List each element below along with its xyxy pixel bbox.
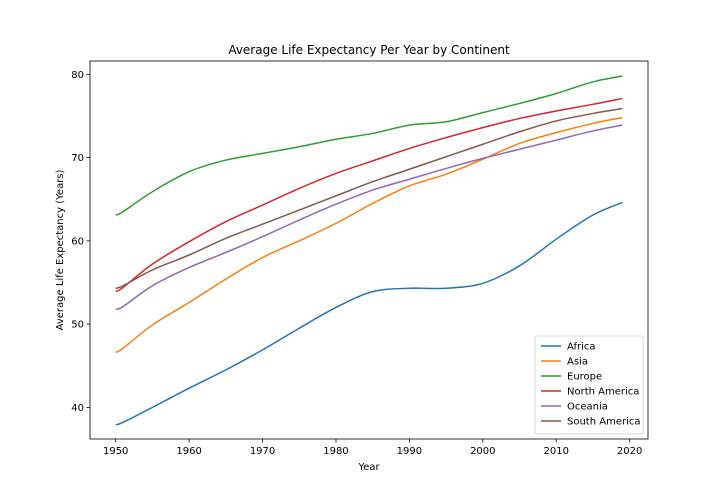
legend: Africa Asia Europe North America Oceania Sout…: [534, 335, 644, 435]
legend-entry: Africa: [567, 342, 596, 353]
series-line-south-america: [115, 107, 623, 290]
x-tick-label: 1960: [176, 446, 201, 457]
series-line-north-america: [115, 97, 623, 293]
series-line-africa: [115, 201, 623, 426]
y-tick-label: 50: [71, 320, 84, 331]
x-tick-label: 2000: [470, 446, 495, 457]
y-axis-label: Average Life Expectancy (Years): [55, 169, 66, 330]
legend-entry: North America: [567, 387, 639, 398]
x-tick-label: 1980: [323, 446, 348, 457]
y-tick-label: 80: [71, 70, 84, 81]
x-tick-label: 1990: [397, 446, 422, 457]
legend-entry: Europe: [567, 372, 602, 383]
y-tick-label: 40: [71, 403, 84, 414]
x-axis-label: Year: [357, 462, 380, 473]
series-lines: [115, 75, 623, 426]
y-tick-label: 70: [71, 153, 84, 164]
x-tick-label: 2020: [617, 446, 642, 457]
y-tick-label: 60: [71, 236, 84, 247]
series-line-asia: [115, 116, 623, 354]
plot-frame: [89, 60, 649, 440]
legend-entry: Asia: [567, 357, 588, 368]
x-tick-label: 2010: [543, 446, 568, 457]
x-tick-label: 1950: [103, 446, 128, 457]
series-line-europe: [115, 75, 623, 216]
legend-entry: South America: [567, 417, 641, 428]
chart-title: Average Life Expectancy Per Year by Cont…: [228, 43, 510, 57]
series-line-oceania: [115, 124, 623, 310]
x-axis: 1950 1960 1970 1980 1990 2000 2010 2020: [103, 439, 642, 457]
legend-entry: Oceania: [567, 402, 608, 413]
x-tick-label: 1970: [250, 446, 275, 457]
y-axis: 40 50 60 70 80: [71, 70, 90, 414]
legend-box: [534, 335, 644, 435]
